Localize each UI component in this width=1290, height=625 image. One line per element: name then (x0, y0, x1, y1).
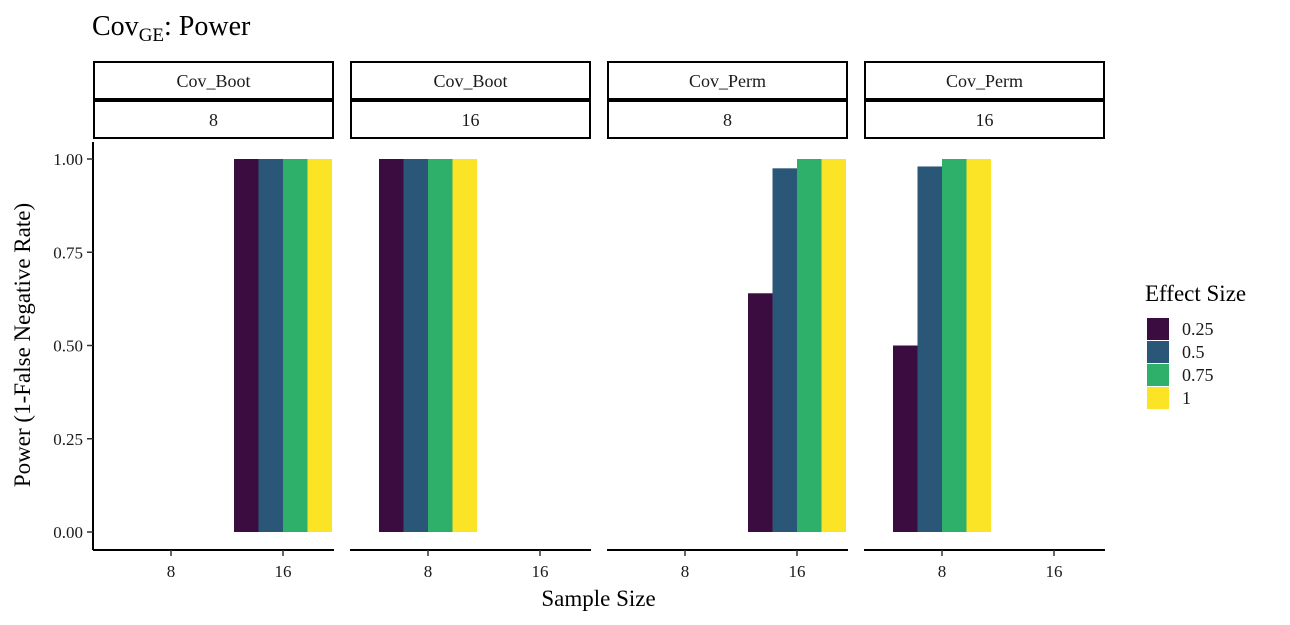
y-tick-label: 1.00 (53, 150, 83, 169)
bar (821, 159, 846, 532)
strip-bottom-box (607, 100, 848, 139)
chart-title-main: Cov (92, 11, 139, 42)
strip-top-label: Cov_Boot (176, 71, 250, 91)
y-tick-label: 0.00 (53, 523, 83, 542)
bar (307, 159, 332, 532)
legend-label: 0.75 (1182, 365, 1214, 385)
strip-top-label: Cov_Perm (689, 71, 766, 91)
y-tick-label: 0.50 (53, 337, 83, 356)
x-tick-label: 16 (1046, 562, 1063, 581)
legend-label: 0.25 (1182, 319, 1214, 339)
x-tick-label: 8 (938, 562, 947, 581)
strip-bottom-box (350, 100, 591, 139)
bar (403, 159, 428, 532)
legend-label: 0.5 (1182, 342, 1205, 362)
strip-top-label: Cov_Boot (433, 71, 507, 91)
legend-label: 1 (1182, 388, 1191, 408)
bar (283, 159, 308, 532)
bar (797, 159, 822, 532)
chart-title-suffix: : Power (164, 11, 251, 42)
strip-top-box (864, 61, 1105, 100)
bar (234, 159, 259, 532)
legend-key (1147, 341, 1169, 363)
bar (942, 159, 967, 532)
strip-bottom-label: 8 (723, 110, 732, 130)
y-axis: 0.00 0.25 0.50 0.75 1.00 (53, 142, 94, 550)
chart-title: CovGE: Power (92, 11, 251, 46)
strip-bottom-box (864, 100, 1105, 139)
strip-bottom-label: 8 (209, 110, 218, 130)
y-axis-title: Power (1-False Negative Rate) (10, 203, 35, 487)
x-tick-label: 16 (275, 562, 292, 581)
chart-title-subscript: GE (139, 25, 164, 46)
x-tick-label: 16 (789, 562, 806, 581)
y-tick-label: 0.75 (53, 243, 83, 262)
bar (379, 159, 404, 532)
legend-key (1147, 387, 1169, 409)
x-tick-label: 8 (167, 562, 176, 581)
bar (772, 168, 797, 532)
bar (452, 159, 477, 532)
strip-top-box (350, 61, 591, 100)
x-tick-label: 8 (424, 562, 433, 581)
facet-panel: Cov_Perm 8 8 16 (607, 61, 848, 581)
facet-panel: Cov_Boot 8 8 16 (93, 61, 334, 581)
bar (917, 166, 942, 532)
bar (428, 159, 453, 532)
strip-bottom-box (93, 100, 334, 139)
y-tick-label: 0.25 (53, 430, 83, 449)
x-axis-title: Sample Size (541, 586, 655, 611)
legend-key (1147, 318, 1169, 340)
x-tick-label: 16 (532, 562, 549, 581)
strip-top-label: Cov_Perm (946, 71, 1023, 91)
bar (258, 159, 283, 532)
legend-title: Effect Size (1145, 281, 1246, 306)
bar (748, 293, 773, 532)
facet-panel: Cov_Boot 16 8 16 (350, 61, 591, 581)
strip-top-box (607, 61, 848, 100)
bar (893, 345, 918, 532)
strip-bottom-label: 16 (462, 110, 480, 130)
bar (966, 159, 991, 532)
facet-panel: Cov_Perm 16 8 16 (864, 61, 1105, 581)
legend: Effect Size 0.25 0.5 0.75 1 (1145, 281, 1246, 409)
x-tick-label: 8 (681, 562, 690, 581)
legend-key (1147, 364, 1169, 386)
strip-top-box (93, 61, 334, 100)
strip-bottom-label: 16 (976, 110, 994, 130)
